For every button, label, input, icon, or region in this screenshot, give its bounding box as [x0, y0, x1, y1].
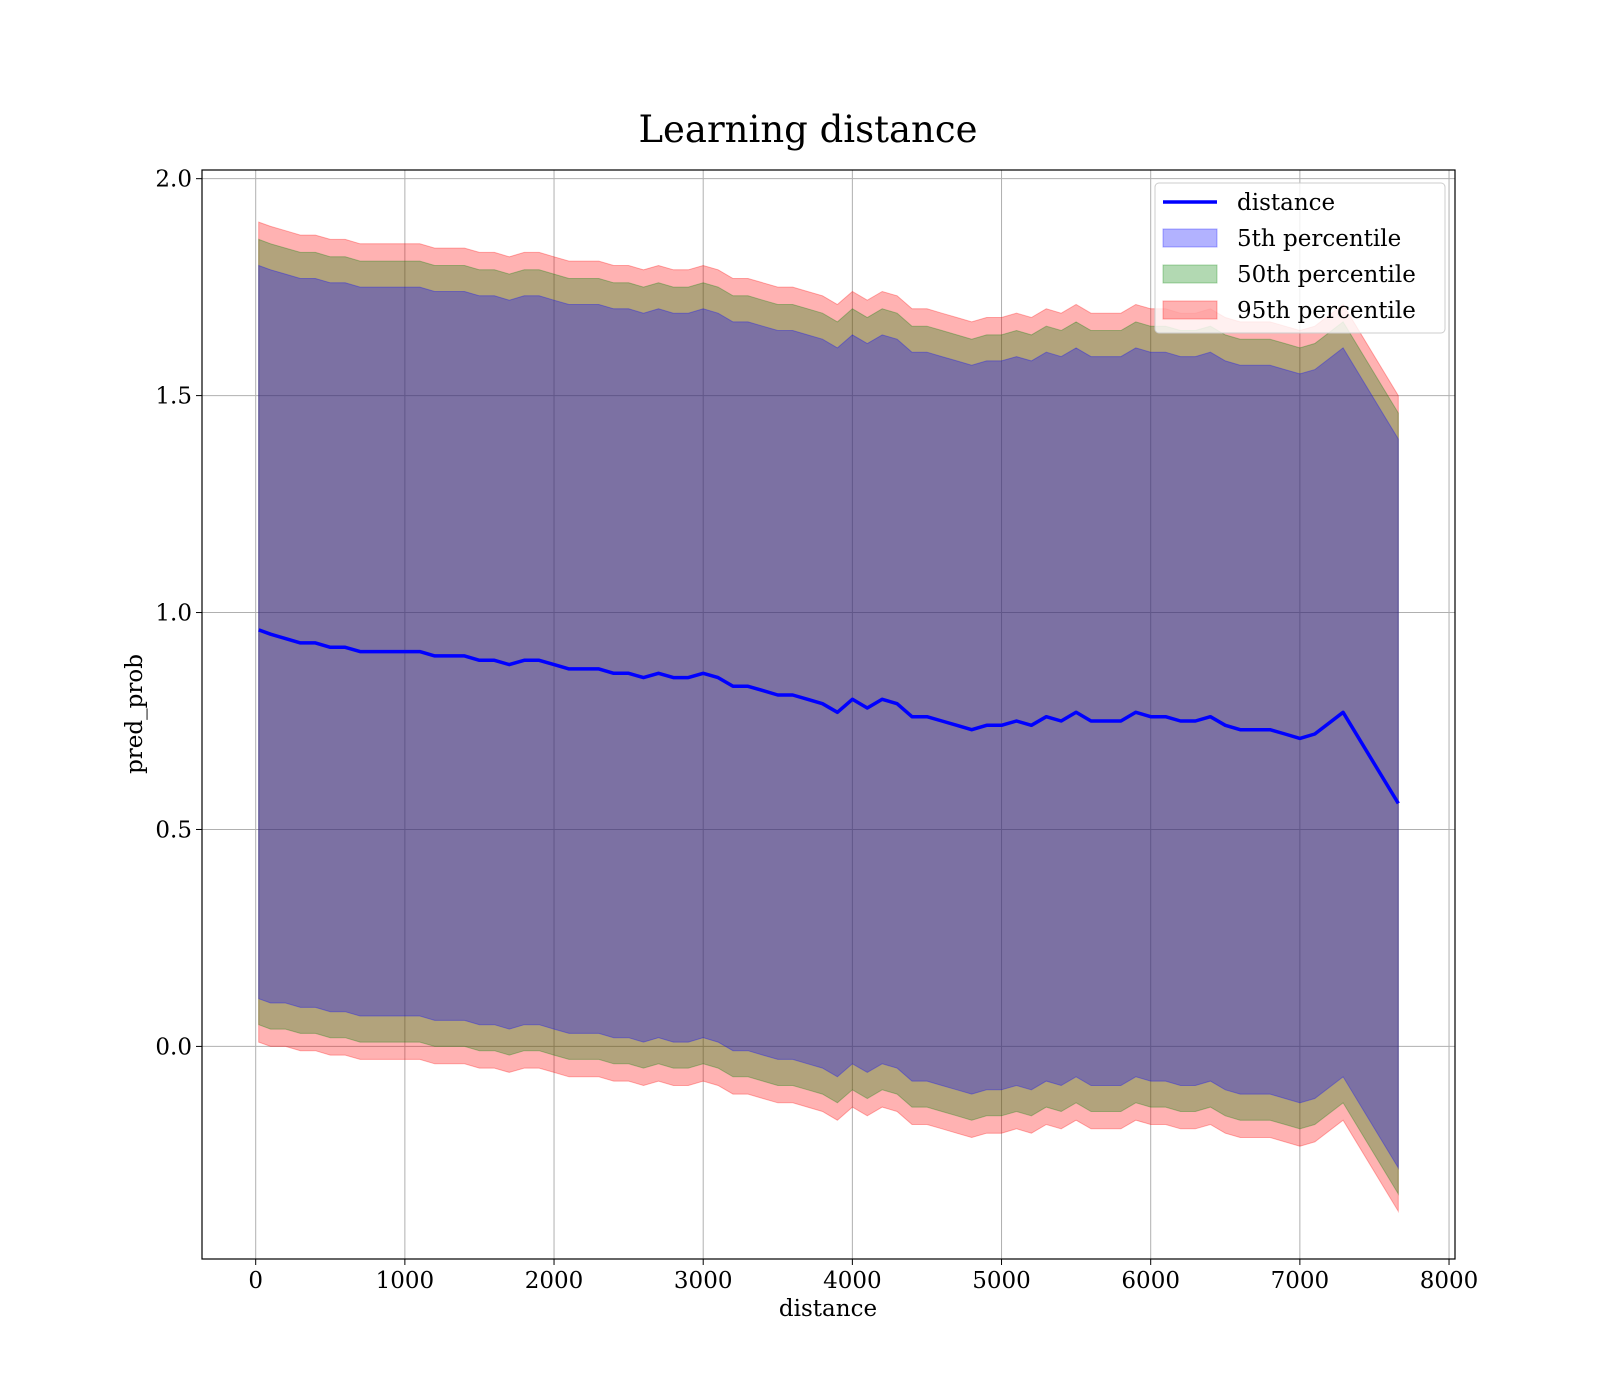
- y-tick-label: 2.0: [155, 167, 192, 193]
- y-tick-label: 0.5: [155, 817, 192, 843]
- legend-swatch-95th: [1162, 300, 1218, 320]
- legend-swatch-50th: [1162, 264, 1218, 284]
- x-axis-label: distance: [779, 1296, 877, 1322]
- x-tick-label: 0: [248, 1268, 263, 1294]
- percentile-bands: [258, 221, 1399, 1214]
- legend-box: [1154, 182, 1446, 334]
- legend-label-line: distance: [1237, 190, 1335, 216]
- legend-label-5th: 5th percentile: [1237, 226, 1401, 252]
- x-tick-label: 1000: [376, 1268, 435, 1294]
- chart-title: Learning distance: [638, 108, 977, 151]
- y-tick-label: 1.0: [155, 601, 192, 627]
- x-tick-label: 2000: [525, 1268, 584, 1294]
- axis-ticks: 0 1000 2000 3000 4000 5000 6000 7000 8000 0.0 0.5 1…: [155, 167, 1478, 1294]
- band-5th-percentile: [258, 264, 1399, 1170]
- x-tick-label: 6000: [1121, 1268, 1180, 1294]
- legend: distance 5th percentile 50th percentile …: [1154, 182, 1446, 334]
- y-axis-label: pred_prob: [122, 654, 148, 774]
- legend-swatch-5th: [1162, 228, 1218, 248]
- plot-frame: [201, 169, 1456, 1260]
- band-50th-percentile: [258, 238, 1399, 1196]
- band-95th-percentile: [258, 221, 1399, 1214]
- legend-label-50th: 50th percentile: [1237, 262, 1416, 288]
- x-tick-label: 8000: [1420, 1268, 1479, 1294]
- legend-label-95th: 95th percentile: [1237, 298, 1416, 324]
- y-tick-label: 1.5: [155, 384, 192, 410]
- x-tick-label: 7000: [1271, 1268, 1330, 1294]
- distance-line: [258, 628, 1400, 805]
- x-tick-label: 3000: [674, 1268, 733, 1294]
- x-tick-label: 4000: [823, 1268, 882, 1294]
- grid: [202, 170, 1455, 1259]
- y-tick-label: 0.0: [155, 1034, 192, 1060]
- line-series: [258, 628, 1400, 805]
- x-tick-label: 5000: [972, 1268, 1031, 1294]
